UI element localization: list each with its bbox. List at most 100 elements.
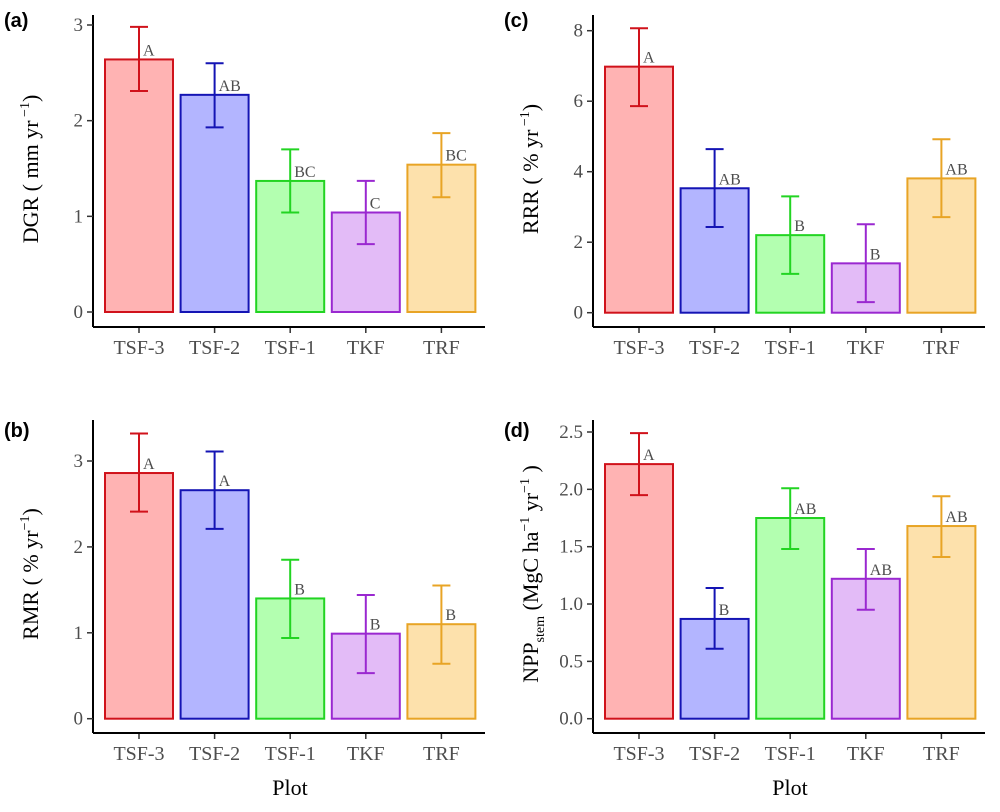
y-title-part: (MgC ha [518, 531, 543, 616]
significance-label: B [870, 246, 881, 263]
error-bar [856, 223, 875, 304]
x-tick-label: TKF [347, 743, 385, 765]
y-tick-label: 4 [574, 162, 584, 183]
error-bar [705, 586, 724, 650]
y-tick-label: 0 [74, 709, 84, 730]
significance-label: AB [870, 562, 892, 579]
y-title-main: NPP [518, 642, 543, 682]
error-bar [356, 179, 375, 246]
significance-label: A [143, 456, 155, 473]
x-tick-label: TSF-2 [189, 337, 240, 359]
bar-tsf-3 [604, 463, 674, 720]
x-tick-label: TKF [847, 743, 885, 765]
x-tick-label: TRF [923, 337, 960, 359]
y-title-main: DGR ( mm yr [18, 120, 43, 244]
significance-label: B [370, 617, 381, 634]
y-axis-title: RRR ( % yr −1) [518, 104, 543, 234]
error-bar [281, 558, 300, 639]
panel-label: (a) [4, 10, 28, 32]
y-axis-title: RMR ( % yr−1) [18, 508, 43, 640]
bar-tsf-2 [179, 93, 250, 313]
bar-tsf-1 [755, 517, 826, 720]
significance-label: AB [719, 171, 741, 188]
panel-a-dgr: A TSF-3 AB TSF-2 BC TSF-1 C TKF BC TRF 0 1 2 3 (a) DGR … [4, 10, 485, 359]
y-tick-label: 2 [574, 232, 584, 253]
y-tick-label: 2 [74, 111, 84, 132]
y-title-superscript: −1 [518, 111, 533, 129]
y-tick-label: 3 [74, 451, 84, 472]
error-bar [781, 487, 800, 550]
significance-label: B [445, 607, 456, 624]
y-tick-label: 1.0 [559, 594, 583, 615]
significance-label: A [643, 447, 655, 464]
error-bar [205, 62, 224, 129]
x-tick-label: TKF [347, 337, 385, 359]
bar-tsf-3 [604, 65, 674, 314]
error-bar [130, 25, 148, 93]
x-tick-label: TSF-2 [689, 337, 740, 359]
y-title-superscript: −1 [18, 516, 33, 531]
panel-label: (b) [4, 420, 30, 442]
y-tick-label: 8 [574, 21, 584, 42]
y-tick-label: 2.0 [559, 479, 583, 500]
y-axis-title: NPPstem (MgC ha−1 yr−1 ) [518, 465, 548, 683]
panel-label: (c) [504, 10, 528, 32]
y-tick-label: 6 [574, 91, 584, 112]
x-tick-label: TKF [847, 337, 885, 359]
x-tick-label: TSF-3 [613, 337, 664, 359]
error-bar [130, 432, 148, 513]
y-title-main: RMR ( % yr [18, 530, 43, 640]
x-tick-label: TSF-2 [189, 743, 240, 765]
y-tick-label: 2.5 [559, 422, 583, 443]
error-bar [856, 547, 875, 611]
error-bar [281, 148, 300, 214]
significance-label: AB [219, 78, 241, 95]
significance-label: BC [294, 164, 315, 181]
y-tick-label: 1 [74, 623, 84, 644]
y-tick-label: 1 [74, 206, 84, 227]
error-bar [205, 450, 224, 530]
significance-label: AB [945, 509, 967, 526]
bar-tsf-3 [104, 58, 174, 313]
error-bar [781, 195, 800, 275]
significance-label: B [294, 581, 305, 598]
y-tick-label: 0 [574, 303, 584, 324]
x-tick-label: TSF-3 [613, 743, 664, 765]
x-tick-label: TSF-1 [765, 337, 816, 359]
x-tick-label: TSF-3 [113, 743, 164, 765]
y-title-subscript: stem [533, 616, 548, 643]
x-tick-label: TSF-3 [113, 337, 164, 359]
error-bar [932, 495, 951, 559]
y-title-superscript: −1 [18, 102, 33, 120]
error-bar [432, 584, 451, 665]
error-bar [932, 138, 951, 219]
y-tick-label: 2 [74, 537, 84, 558]
bar-tsf-3 [104, 472, 174, 720]
significance-label: B [794, 218, 805, 235]
x-tick-label: TSF-1 [265, 337, 316, 359]
x-axis-title: Plot [272, 775, 307, 800]
bar-trf [906, 525, 977, 720]
significance-label: AB [794, 501, 816, 518]
y-title-end: ) [518, 465, 543, 478]
significance-label: A [219, 473, 231, 490]
y-title-part: yr [518, 492, 543, 517]
y-title-superscript: −1 [518, 478, 533, 493]
significance-label: A [143, 42, 155, 59]
significance-label: B [719, 602, 730, 619]
y-title-end: ) [518, 104, 543, 111]
significance-label: AB [945, 161, 967, 178]
error-bar [432, 132, 451, 199]
y-title-main: RRR ( % yr [518, 129, 543, 234]
error-bar [356, 594, 375, 675]
y-tick-label: 0.5 [559, 651, 583, 672]
panel-c-rrr: A TSF-3 AB TSF-2 B TSF-1 B TKF AB TRF 0 2 4 6 8 (c) RRR … [504, 10, 985, 359]
significance-label: A [643, 50, 655, 67]
x-tick-label: TRF [423, 337, 460, 359]
error-bar [630, 27, 648, 108]
error-bar [705, 148, 724, 229]
x-axis-title: Plot [772, 775, 807, 800]
y-tick-label: 0 [74, 302, 84, 323]
x-tick-label: TSF-1 [265, 743, 316, 765]
